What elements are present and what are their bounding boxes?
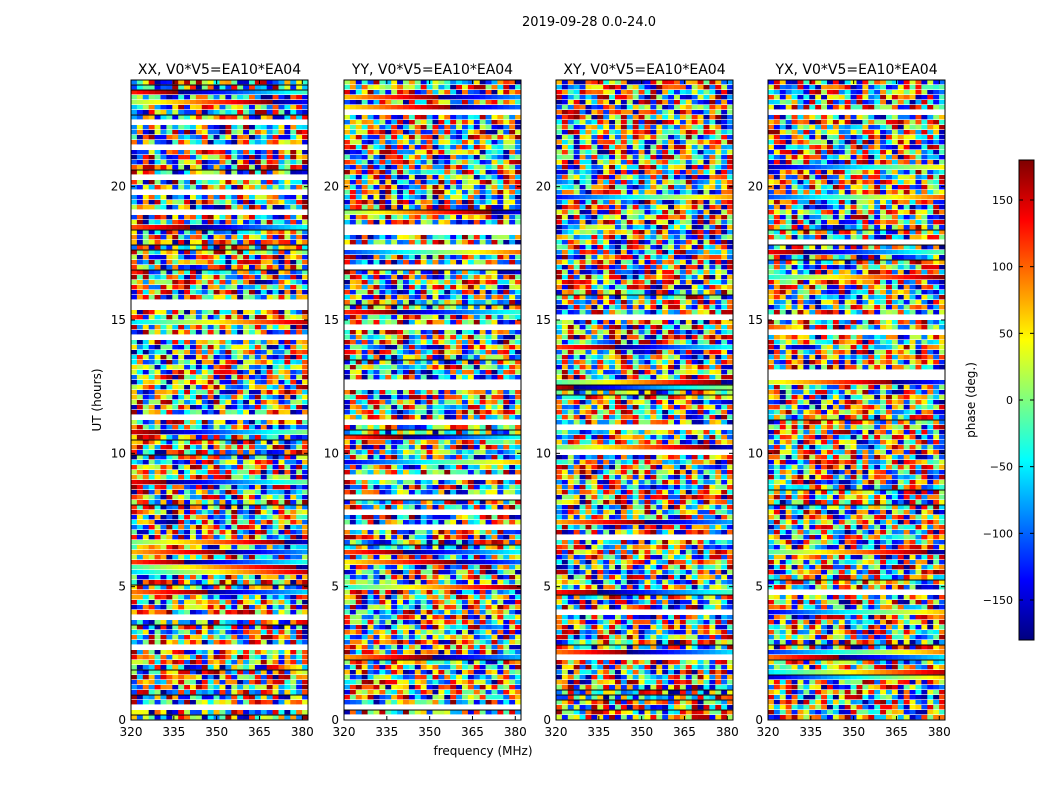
y-tick-label: 10 xyxy=(324,446,339,460)
colorbar-tick-label: −150 xyxy=(983,594,1013,607)
y-axis-label: UT (hours) xyxy=(90,368,104,431)
x-axis-label: frequency (MHz) xyxy=(433,744,532,758)
y-tick-label: 20 xyxy=(111,180,126,194)
colorbar-tick-label: 100 xyxy=(992,261,1013,274)
heatmap-panel: XY, V0*V5=EA10*EA04 320 335 350 365 380 0 5 10 15… xyxy=(536,62,739,739)
x-tick-label: 365 xyxy=(673,725,696,739)
colorbar: 150 100 50 0 −50 −100 −150 phase (deg.) xyxy=(964,159,1035,641)
panel-frame xyxy=(767,79,946,721)
x-tick-label: 380 xyxy=(291,725,314,739)
colorbar-tick-label: 50 xyxy=(999,327,1013,340)
x-tick-label: 335 xyxy=(162,725,185,739)
panel-frame xyxy=(555,79,734,721)
x-tick-label: 320 xyxy=(333,725,356,739)
colorbar-tick-label: 150 xyxy=(992,194,1013,207)
x-tick-label: 350 xyxy=(205,725,228,739)
phase-cells xyxy=(768,80,946,720)
x-tick-label: 380 xyxy=(716,725,739,739)
colorbar-tick-label: −100 xyxy=(983,527,1013,540)
y-tick-label: 20 xyxy=(536,180,551,194)
y-tick-label: 5 xyxy=(118,580,126,594)
y-tick-label: 15 xyxy=(536,313,551,327)
x-tick-label: 350 xyxy=(418,725,441,739)
colorbar-label: phase (deg.) xyxy=(964,362,978,438)
heatmap-panel: YX, V0*V5=EA10*EA04 320 335 350 365 380 0 5 10 15… xyxy=(748,62,951,739)
y-tick-label: 0 xyxy=(118,713,126,727)
x-tick-label: 380 xyxy=(504,725,527,739)
x-tick-label: 320 xyxy=(120,725,143,739)
heatmap-panel: XX, V0*V5=EA10*EA04 320 335 350 365 380 0 5 10 15… xyxy=(111,62,314,739)
colorbar-tick-label: −50 xyxy=(990,461,1013,474)
y-tick-label: 15 xyxy=(324,313,339,327)
colorbar-tick-label: 0 xyxy=(1006,394,1013,407)
figure-title: 2019-09-28 0.0-24.0 xyxy=(522,15,656,30)
y-tick-label: 0 xyxy=(755,713,763,727)
panel-title: YX, V0*V5=EA10*EA04 xyxy=(774,62,937,78)
x-tick-label: 335 xyxy=(587,725,610,739)
y-tick-label: 15 xyxy=(111,313,126,327)
y-tick-label: 10 xyxy=(111,446,126,460)
panel-title: XX, V0*V5=EA10*EA04 xyxy=(138,62,301,78)
x-tick-label: 335 xyxy=(799,725,822,739)
x-tick-label: 320 xyxy=(545,725,568,739)
panel-frame xyxy=(343,79,522,721)
y-tick-label: 10 xyxy=(748,446,763,460)
y-tick-label: 5 xyxy=(543,580,551,594)
x-tick-label: 365 xyxy=(885,725,908,739)
y-tick-label: 5 xyxy=(331,580,339,594)
y-tick-label: 0 xyxy=(331,713,339,727)
y-tick-label: 20 xyxy=(324,180,339,194)
y-tick-label: 15 xyxy=(748,313,763,327)
heatmap-panel: YY, V0*V5=EA10*EA04 320 335 350 365 380 0 5 10 15… xyxy=(324,62,527,739)
panel-frame xyxy=(130,79,309,721)
y-tick-label: 20 xyxy=(748,180,763,194)
phase-cells xyxy=(344,80,522,715)
y-tick-label: 5 xyxy=(755,580,763,594)
x-tick-label: 380 xyxy=(928,725,951,739)
y-tick-label: 0 xyxy=(543,713,551,727)
phase-cells xyxy=(556,80,734,720)
panel-title: XY, V0*V5=EA10*EA04 xyxy=(563,62,725,78)
panel-title: YY, V0*V5=EA10*EA04 xyxy=(351,62,513,78)
x-tick-label: 335 xyxy=(375,725,398,739)
x-tick-label: 365 xyxy=(461,725,484,739)
x-tick-label: 365 xyxy=(248,725,271,739)
x-tick-label: 350 xyxy=(842,725,865,739)
x-tick-label: 320 xyxy=(757,725,780,739)
phase-cells xyxy=(131,79,309,720)
x-tick-label: 350 xyxy=(630,725,653,739)
y-tick-label: 10 xyxy=(536,446,551,460)
